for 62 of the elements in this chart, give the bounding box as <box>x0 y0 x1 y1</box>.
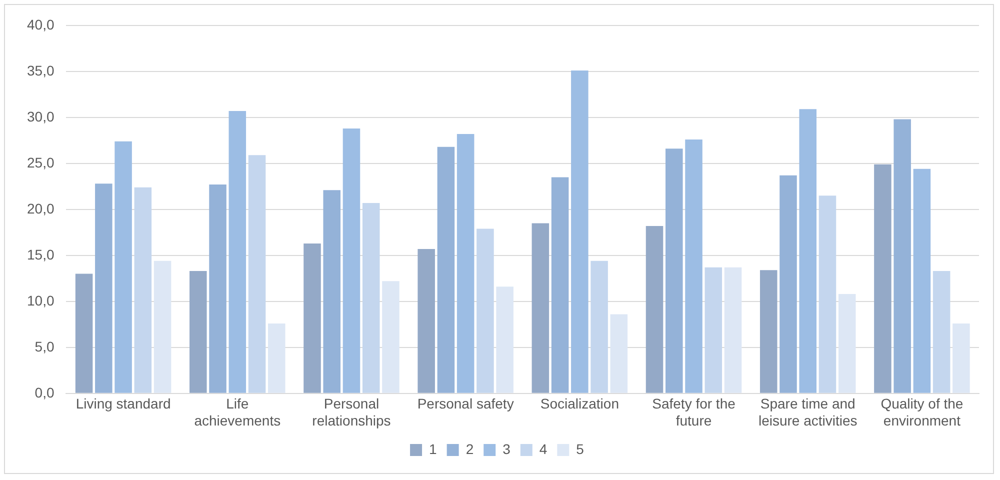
bar <box>932 271 950 393</box>
y-tick-label: 10,0 <box>27 292 54 308</box>
legend-label: 4 <box>539 440 548 457</box>
bar <box>551 177 569 393</box>
bar <box>590 260 608 393</box>
bar <box>209 184 226 393</box>
bar <box>75 274 93 393</box>
x-tick-label: Safety for the future <box>652 396 736 428</box>
x-tick-label: Socialization <box>540 396 619 412</box>
y-tick-label: 0,0 <box>34 384 54 400</box>
legend-label: 2 <box>466 440 474 457</box>
bar <box>704 267 722 393</box>
bar <box>114 141 132 393</box>
bar <box>95 184 112 393</box>
x-tick-label: Spare time and leisure activities <box>758 396 858 428</box>
y-tick-label: 20,0 <box>27 200 54 216</box>
bar <box>268 323 286 393</box>
x-tick-label: Quality of the environment <box>880 396 964 428</box>
bar <box>304 243 321 393</box>
y-tick-label: 25,0 <box>27 154 54 170</box>
bar <box>913 168 931 393</box>
bar <box>382 281 400 393</box>
bar <box>610 314 628 393</box>
bar <box>894 119 911 393</box>
bar <box>190 271 207 393</box>
y-tick-label: 15,0 <box>27 246 54 262</box>
bar <box>248 155 266 393</box>
legend-label: 5 <box>576 440 584 457</box>
bar <box>532 223 550 393</box>
bar <box>799 109 816 393</box>
bar <box>476 228 494 393</box>
y-tick-label: 5,0 <box>34 338 54 354</box>
bar <box>342 128 360 393</box>
bar <box>685 139 702 393</box>
bar <box>952 323 970 393</box>
bar <box>362 202 380 393</box>
bar <box>724 267 742 393</box>
bar <box>134 187 152 393</box>
x-tick-label: Personal relationships <box>312 396 391 428</box>
bar <box>154 260 172 393</box>
bar <box>571 70 588 393</box>
bar <box>818 196 836 393</box>
x-tick-label: Personal safety <box>417 396 514 412</box>
bar <box>646 226 664 393</box>
bar <box>418 248 435 393</box>
legend-label: 3 <box>502 440 511 457</box>
bar <box>323 190 340 393</box>
y-tick-label: 35,0 <box>27 62 54 78</box>
legend-label: 1 <box>429 440 438 457</box>
bar <box>760 270 778 393</box>
x-tick-label: Life achievements <box>194 396 281 428</box>
bar <box>437 146 455 393</box>
bar <box>838 294 856 393</box>
x-tick-label: Living standard <box>76 396 171 412</box>
bar <box>780 175 797 393</box>
bar <box>874 164 892 393</box>
y-tick-label: 30,0 <box>27 108 54 124</box>
bar <box>456 134 474 393</box>
bar <box>666 148 683 393</box>
y-tick-label: 40,0 <box>27 16 54 32</box>
bar <box>228 110 246 393</box>
bar <box>496 286 514 393</box>
